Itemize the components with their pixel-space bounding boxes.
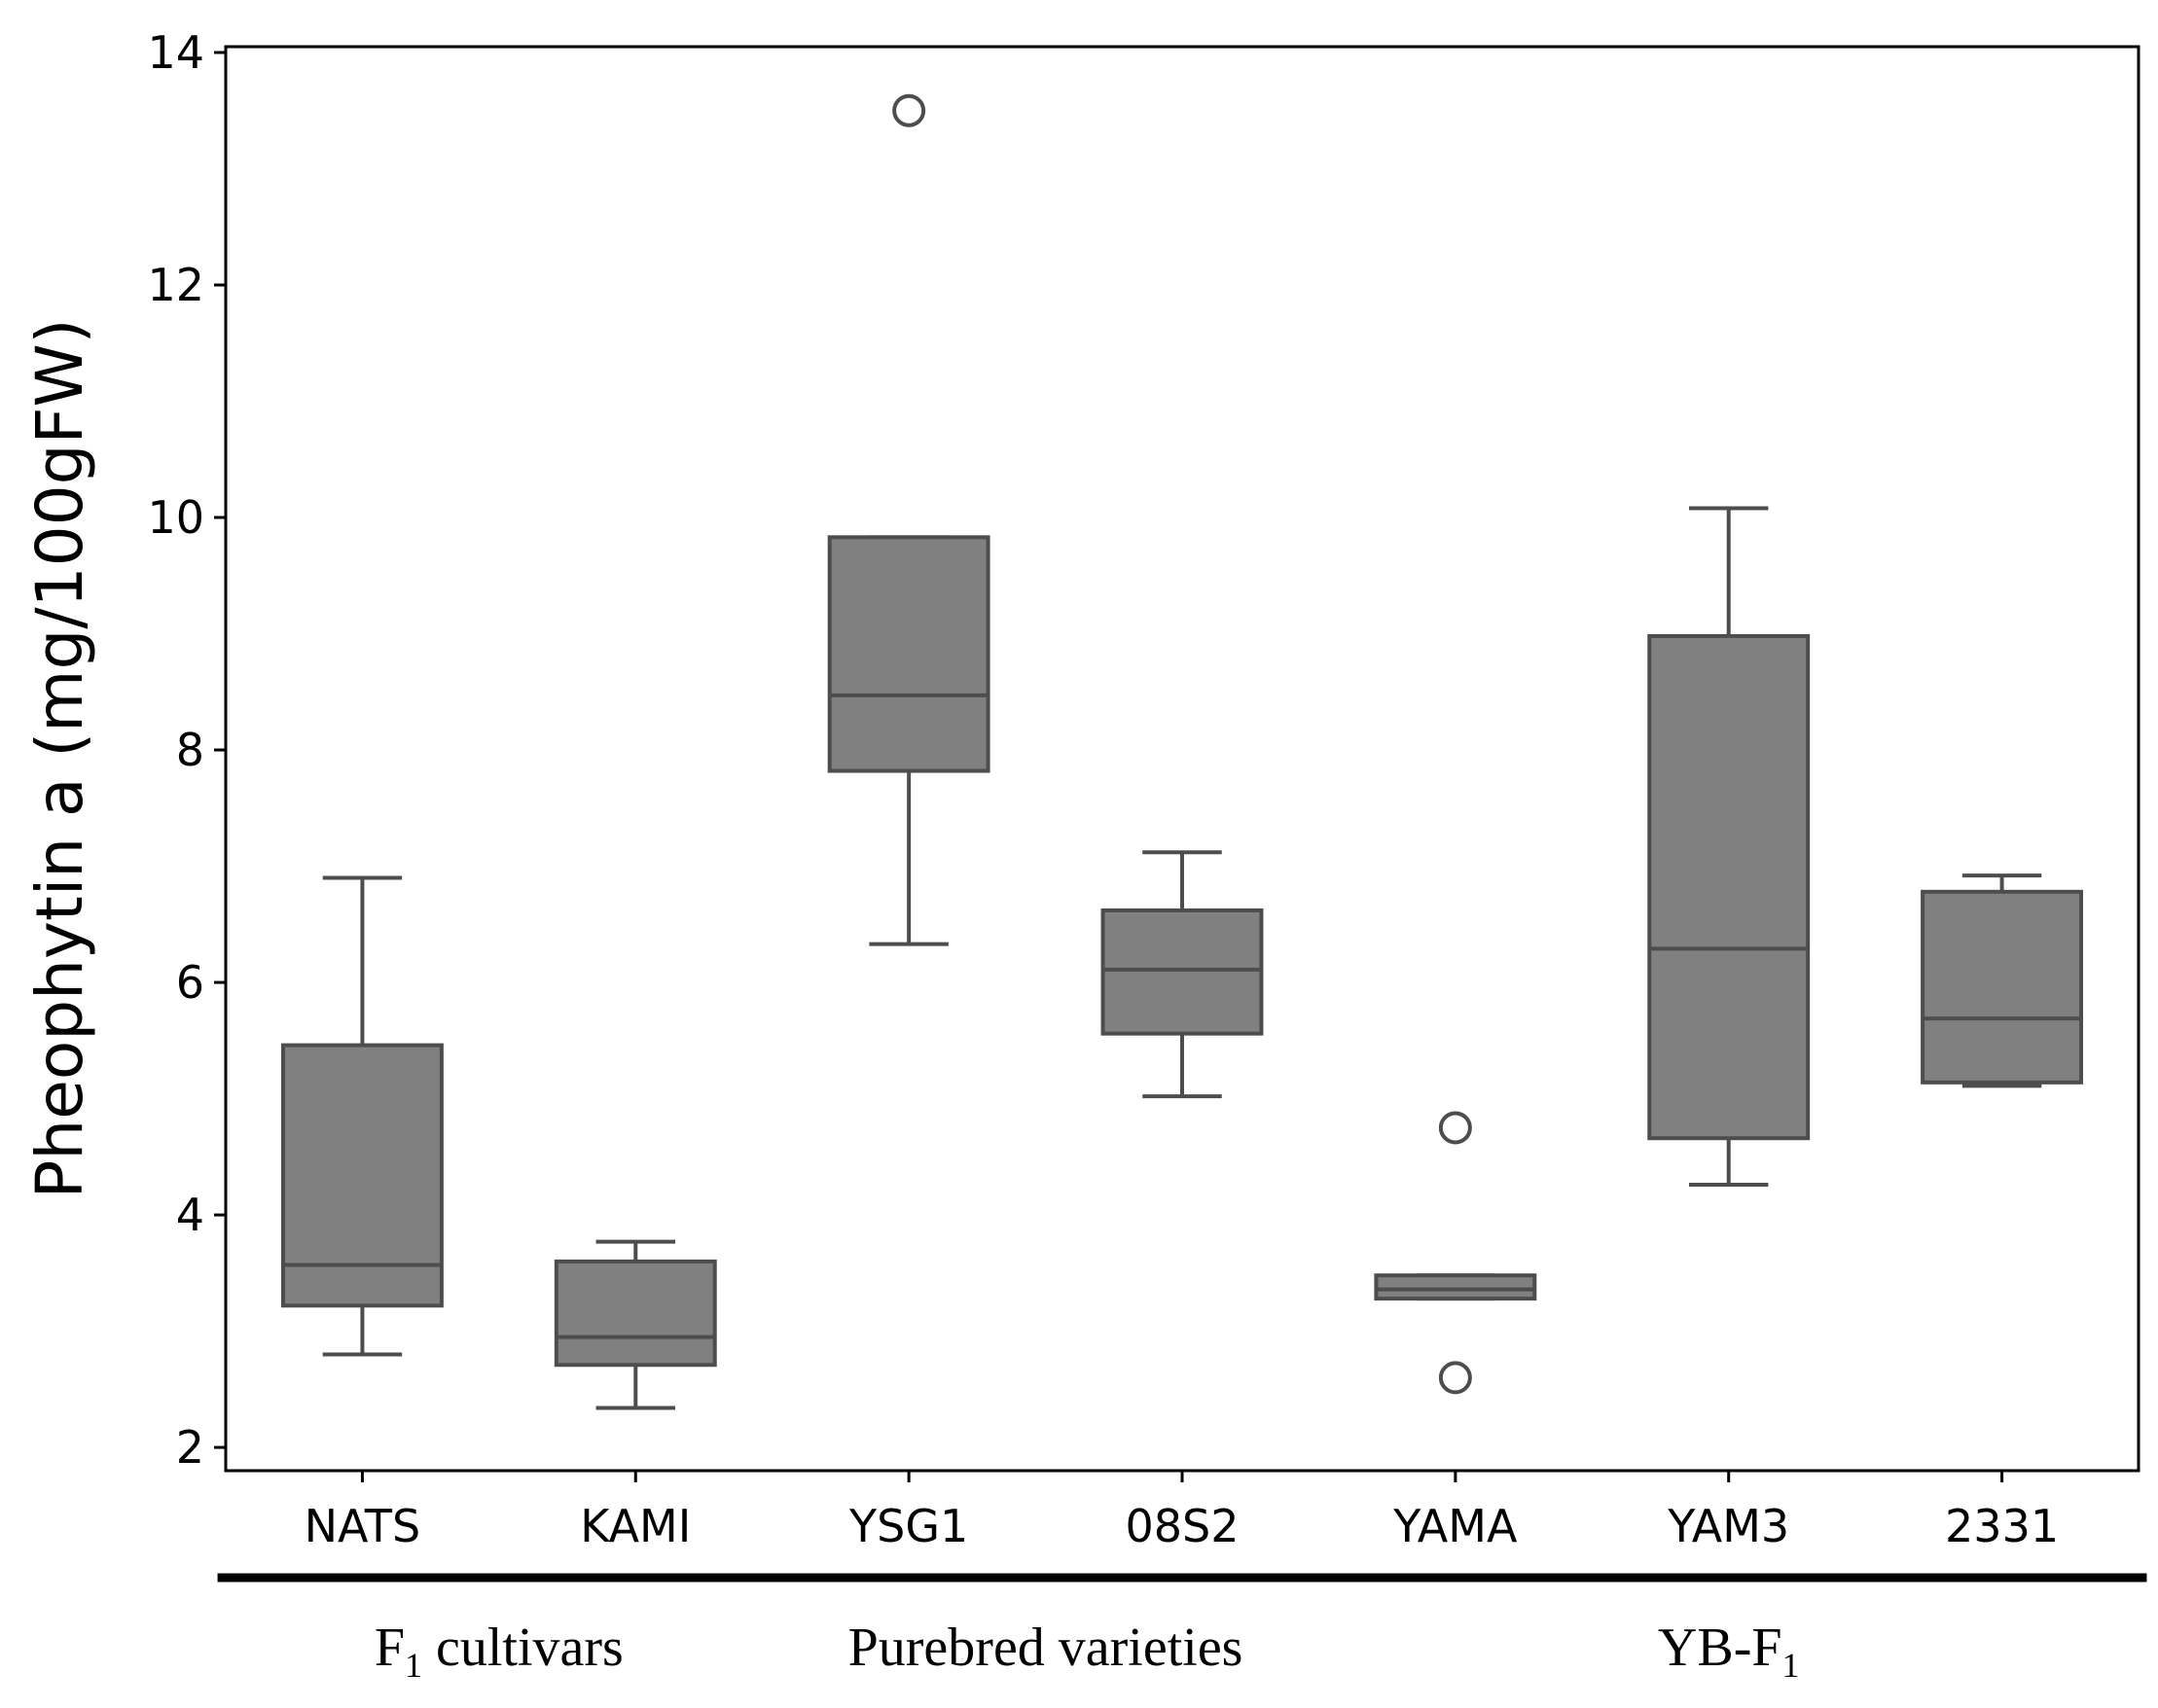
group-label: F1 cultivars bbox=[375, 1618, 624, 1685]
y-tick-label: 12 bbox=[147, 259, 204, 311]
x-tick-label: NATS bbox=[305, 1500, 421, 1552]
outlier-point bbox=[1438, 1111, 1472, 1145]
y-tick-label: 8 bbox=[176, 724, 204, 776]
iqr-box bbox=[1100, 907, 1264, 1036]
iqr-box bbox=[1647, 633, 1811, 1141]
boxes-layer bbox=[280, 93, 2084, 1410]
plot-area bbox=[226, 47, 2139, 1471]
y-tick-label: 10 bbox=[147, 491, 204, 544]
group-yb-f: YB-F1 bbox=[1311, 1573, 2147, 1685]
iqr-box bbox=[554, 1259, 717, 1368]
box-nats bbox=[280, 875, 444, 1357]
group-label: YB-F1 bbox=[1658, 1618, 1800, 1685]
x-tick-label: 2331 bbox=[1945, 1500, 2059, 1552]
box-yama bbox=[1374, 1111, 1537, 1395]
y-tick-label: 2 bbox=[176, 1421, 204, 1474]
group-label: Purebred varieties bbox=[848, 1618, 1243, 1678]
iqr-box bbox=[1374, 1273, 1537, 1301]
box-2331 bbox=[1921, 873, 2084, 1088]
box-yam3 bbox=[1647, 506, 1811, 1188]
y-tick-label: 14 bbox=[147, 26, 204, 79]
y-axis-title: Pheophytin a (mg/100gFW) bbox=[22, 319, 97, 1199]
y-tick-label: 4 bbox=[176, 1189, 204, 1241]
x-tick-label: KAMI bbox=[580, 1500, 691, 1552]
y-axis: 2 4 6 8 10 12 14 bbox=[147, 26, 226, 1474]
x-tick-label: 08S2 bbox=[1126, 1500, 1240, 1552]
iqr-box bbox=[827, 535, 990, 773]
outlier-point bbox=[892, 93, 926, 127]
x-tick-label: YSG1 bbox=[848, 1500, 968, 1552]
group-purebred-varieties: Purebred varieties bbox=[764, 1573, 1327, 1678]
box-ysg1 bbox=[827, 93, 990, 946]
x-tick-label: YAM3 bbox=[1667, 1500, 1789, 1552]
iqr-box bbox=[280, 1043, 444, 1308]
y-tick-label: 6 bbox=[176, 956, 204, 1009]
box-kami bbox=[554, 1239, 717, 1410]
box-08s2 bbox=[1100, 850, 1264, 1099]
outlier-point bbox=[1438, 1361, 1472, 1395]
iqr-box bbox=[1921, 889, 2084, 1085]
x-tick-label: YAMA bbox=[1392, 1500, 1518, 1552]
x-axis: NATS KAMI YSG1 08S2 YAMA YAM3 2331 bbox=[305, 1471, 2059, 1552]
group-f: F1 cultivars bbox=[217, 1573, 781, 1685]
group-annotations: F1 cultivars Purebred varieties YB-F1 bbox=[217, 1573, 2147, 1685]
